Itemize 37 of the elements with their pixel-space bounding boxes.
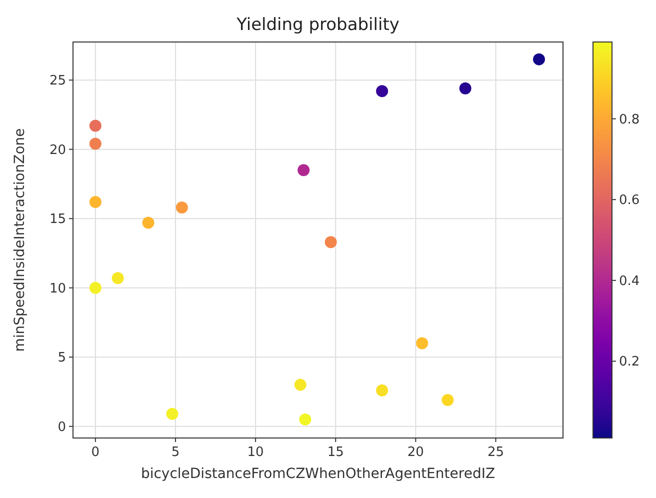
point [376, 85, 388, 98]
point [294, 378, 306, 391]
color-bar-label: 0.8 [619, 112, 640, 128]
point [324, 236, 337, 248]
color-bar-label: 0.4 [619, 274, 640, 289]
point [442, 394, 454, 406]
y-tick-label: 0 [58, 420, 66, 435]
x-tick-label: 25 [487, 445, 504, 460]
point [298, 164, 310, 176]
chart-title: Yielding probability [236, 15, 400, 35]
point [416, 337, 428, 350]
point [142, 216, 154, 229]
point [459, 82, 472, 94]
x-tick-label: 10 [247, 445, 264, 460]
y-tick-label: 25 [49, 74, 66, 89]
x-tick-label: 5 [171, 445, 180, 460]
point [112, 272, 124, 284]
point [299, 413, 312, 426]
point [176, 202, 188, 214]
point [89, 138, 102, 150]
point [89, 282, 102, 294]
x-tick-label: 0 [91, 445, 100, 460]
point [89, 196, 102, 208]
point [376, 384, 388, 396]
x-tick-label: 20 [407, 445, 424, 460]
y-axis-title: minSpeedInsideInteractionZone [12, 128, 28, 352]
x-axis-title: bicycleDistanceFromCZWhenOtherAgentEnteredIZ [140, 466, 496, 482]
x-tick-label: 15 [327, 445, 344, 460]
point [532, 53, 545, 66]
y-tick-label: 10 [49, 281, 66, 296]
point [89, 120, 102, 132]
y-tick-label: 5 [58, 350, 66, 366]
y-tick-label: 20 [49, 142, 66, 158]
point [166, 408, 178, 420]
y-tick-label: 15 [49, 212, 66, 228]
color-bar-label: 0.6 [619, 193, 640, 208]
color-bar-label: 0.2 [619, 354, 640, 370]
